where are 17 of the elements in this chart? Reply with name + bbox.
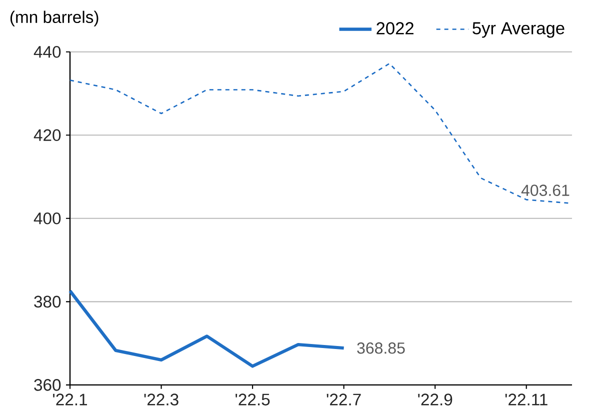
x-tick-label: '22.5 bbox=[236, 394, 270, 406]
x-tick-label: '22.3 bbox=[144, 394, 178, 406]
x-tick-label: '22.9 bbox=[418, 394, 452, 406]
line-series bbox=[68, 289, 346, 368]
legend-label: 5yr Average bbox=[472, 22, 564, 38]
y-axis-title: (mn barrels) bbox=[10, 10, 98, 26]
data-label: 403.61 bbox=[521, 184, 570, 196]
x-tick-label: '22.7 bbox=[326, 394, 361, 406]
data-label: 368.85 bbox=[357, 342, 405, 354]
y-tick-label: 400 bbox=[34, 212, 61, 224]
x-tick-label: '22.11 bbox=[505, 394, 548, 406]
y-tick-label: 380 bbox=[34, 296, 61, 308]
x-tick-label: '22.1 bbox=[53, 394, 87, 406]
y-tick-label: 420 bbox=[34, 129, 61, 142]
legend-label: 2022 bbox=[376, 22, 414, 34]
y-tick-label: 440 bbox=[34, 46, 61, 58]
y-tick-label: 360 bbox=[34, 379, 61, 391]
